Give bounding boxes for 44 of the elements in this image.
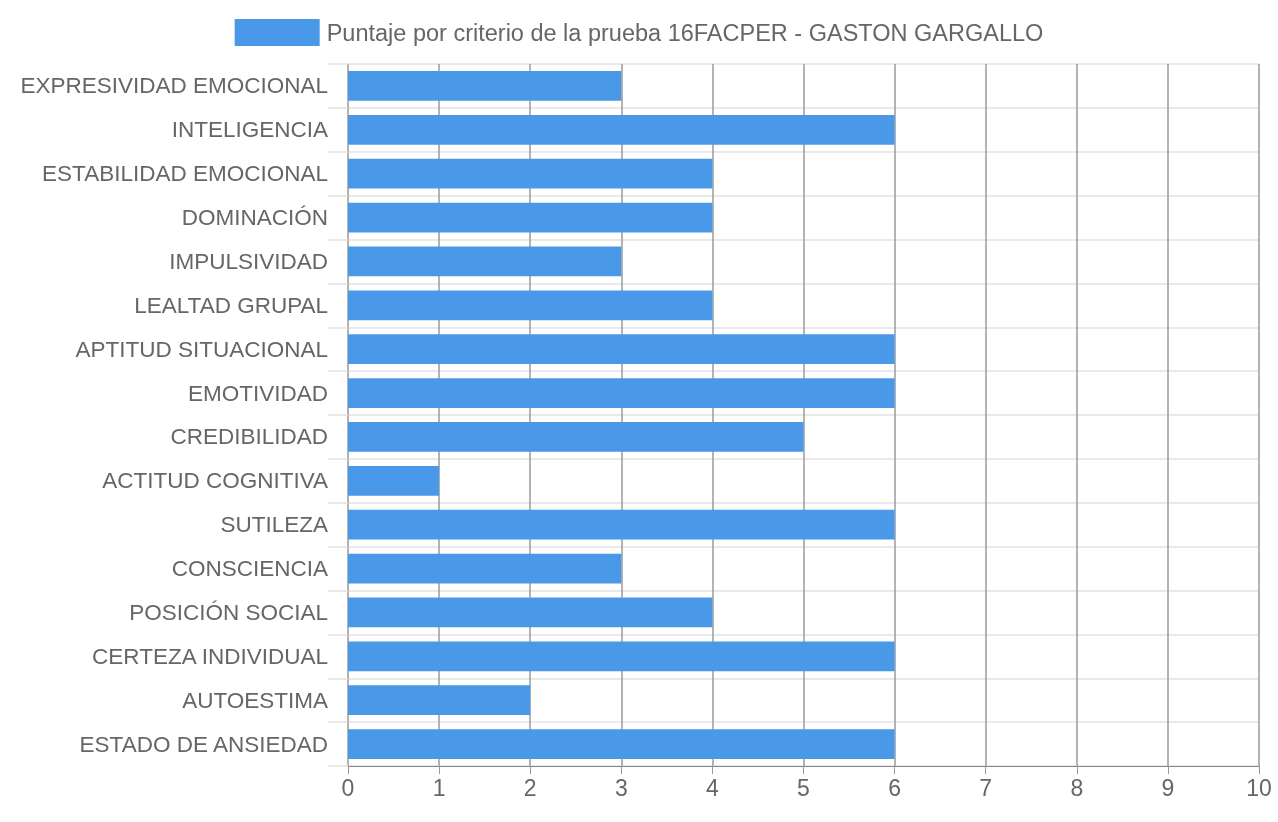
- y-tick-label: INTELIGENCIA: [171, 117, 328, 143]
- x-tick-label: 9: [1161, 774, 1175, 801]
- bar: [348, 509, 895, 540]
- x-tick-label: 8: [1070, 774, 1084, 801]
- x-tick-label: 0: [341, 774, 355, 801]
- bar: [348, 334, 895, 365]
- y-tick-label: EMOTIVIDAD: [187, 380, 328, 406]
- y-tick-label: POSICIÓN SOCIAL: [129, 599, 328, 625]
- y-tick-label: ACTITUD COGNITIVA: [102, 468, 328, 494]
- y-tick-label: AUTOESTIMA: [182, 687, 328, 713]
- bar: [348, 553, 622, 584]
- bar: [348, 246, 622, 277]
- y-tick-label: ESTADO DE ANSIEDAD: [79, 731, 328, 757]
- bar: [348, 290, 713, 321]
- x-tick-label: 6: [888, 774, 901, 801]
- legend-label: Puntaje por criterio de la prueba 16FACPER - GASTON GARGALLO: [326, 19, 1044, 46]
- bar: [348, 597, 713, 628]
- y-tick-label: LEALTAD GRUPAL: [134, 292, 328, 318]
- x-tick-label: 1: [432, 774, 446, 801]
- bar: [348, 158, 713, 189]
- y-tick-label: EXPRESIVIDAD EMOCIONAL: [20, 73, 328, 99]
- bar: [348, 71, 622, 101]
- bar: [348, 729, 895, 759]
- y-tick-label: IMPULSIVIDAD: [169, 248, 328, 274]
- y-tick-label: APTITUD SITUACIONAL: [75, 336, 328, 362]
- bar: [348, 378, 895, 408]
- x-tick-label: 10: [1246, 774, 1272, 801]
- bar: [348, 685, 531, 716]
- bar: [348, 641, 895, 672]
- y-tick-label: CREDIBILIDAD: [170, 424, 328, 450]
- bar: [348, 422, 804, 452]
- x-tick-label: 2: [523, 774, 537, 801]
- y-tick-label: SUTILEZA: [220, 512, 328, 538]
- x-tick-label: 7: [979, 774, 993, 801]
- x-tick-label: 4: [706, 774, 719, 801]
- y-tick-label: CONSCIENCIA: [171, 556, 328, 582]
- x-tick-label: 5: [797, 774, 810, 801]
- x-tick-label: 3: [614, 774, 628, 801]
- bar: [348, 465, 440, 496]
- y-tick-label: CERTEZA INDIVIDUAL: [92, 643, 328, 669]
- bar: [348, 202, 713, 233]
- y-tick-label: DOMINACIÓN: [181, 205, 328, 231]
- y-tick-label: ESTABILIDAD EMOCIONAL: [42, 161, 328, 187]
- bar: [348, 114, 895, 145]
